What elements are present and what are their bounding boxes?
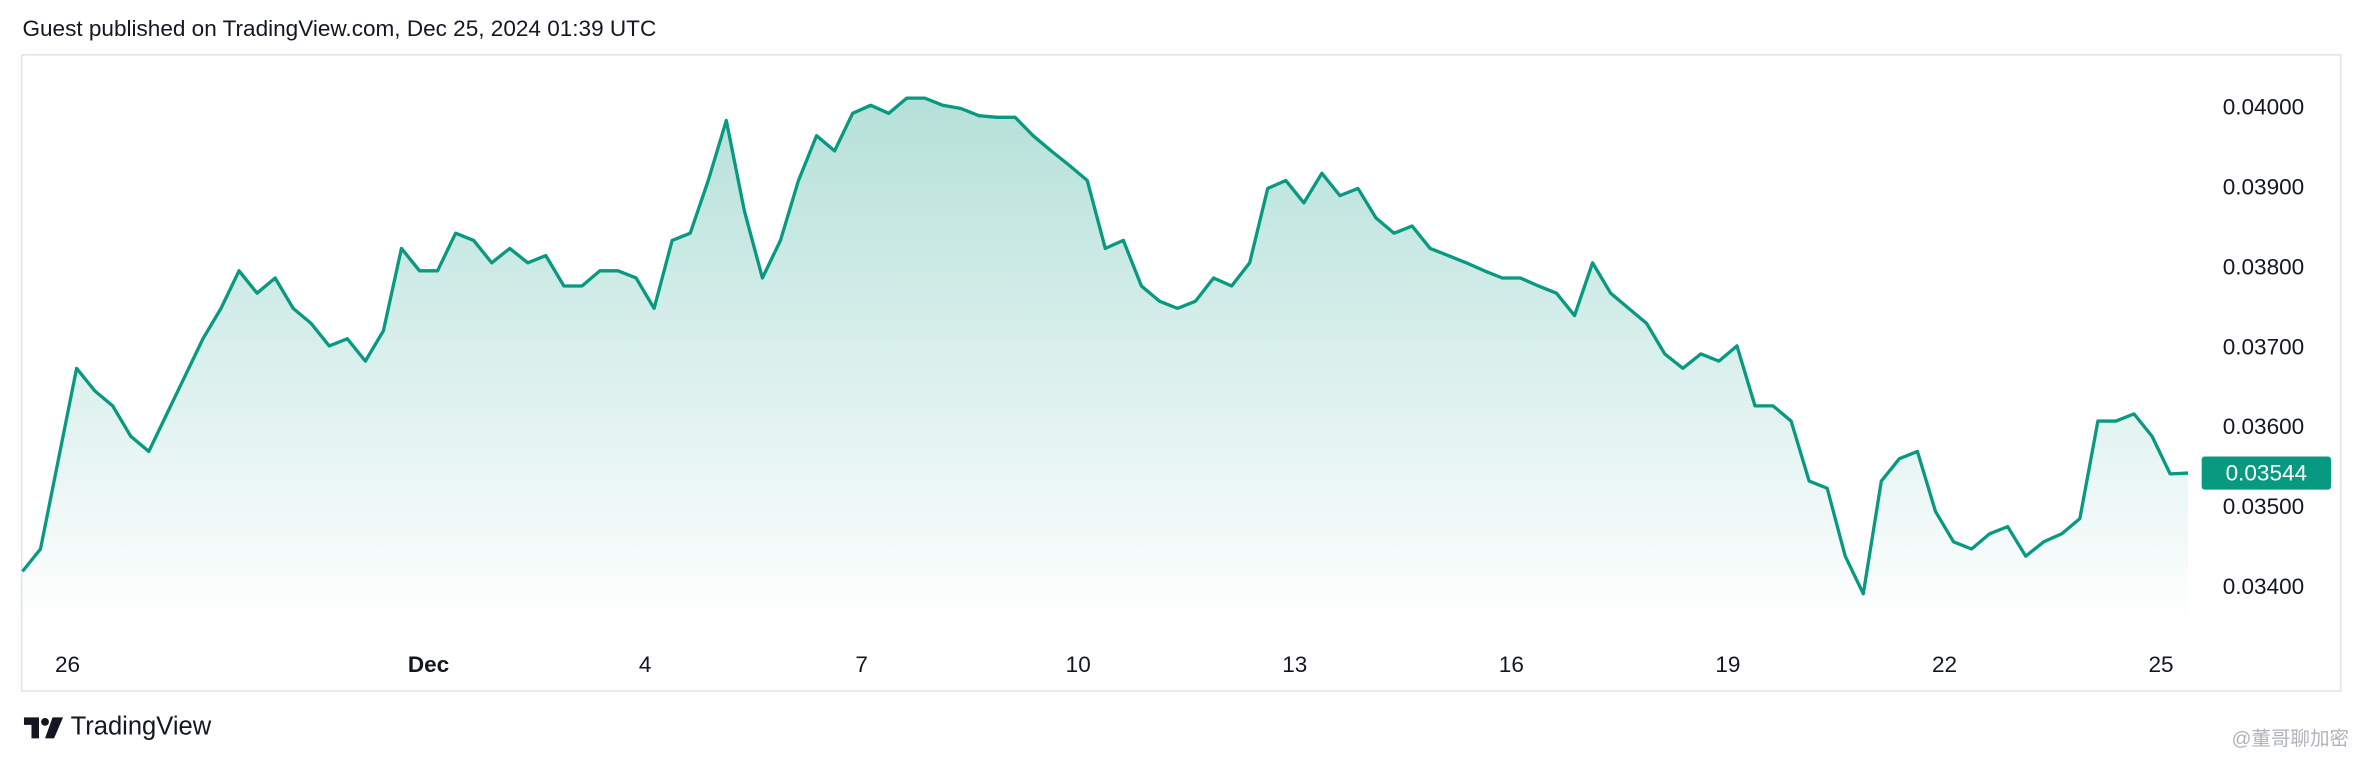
price-line (21, 96, 2189, 596)
x-tick-label: 26 (55, 652, 80, 677)
y-tick-label: 0.03800 (2223, 254, 2305, 279)
x-tick-label: 13 (1282, 652, 1307, 677)
x-tick-label: 25 (2149, 652, 2174, 677)
x-tick-label: Dec (408, 652, 449, 677)
x-tick-label: 22 (1932, 652, 1957, 677)
y-tick-label: 0.03700 (2223, 334, 2305, 359)
x-tick-label: 7 (855, 652, 868, 677)
header-text: Guest published on TradingView.com, Dec … (22, 16, 656, 41)
x-tick-label: 4 (639, 652, 652, 677)
brand: TradingView (71, 713, 212, 741)
area-fill (22, 98, 2189, 625)
watermark: @董哥聊加密 (2231, 728, 2349, 750)
y-tick-label: 0.03400 (2223, 574, 2305, 599)
x-tick-label: 16 (1499, 652, 1524, 677)
x-tick-label: 10 (1066, 652, 1091, 677)
x-tick-label: 19 (1715, 652, 1740, 677)
y-tick-label: 0.03500 (2223, 494, 2305, 519)
y-tick-label: 0.03600 (2223, 414, 2305, 439)
current-price-box (2201, 456, 2332, 490)
tradingview-logo (23, 717, 64, 739)
y-tick-label: 0.04000 (2223, 94, 2305, 119)
chart-frame (20, 54, 2342, 692)
y-tick-label: 0.03900 (2223, 174, 2305, 199)
current-price-label: 0.03544 (2226, 460, 2308, 485)
